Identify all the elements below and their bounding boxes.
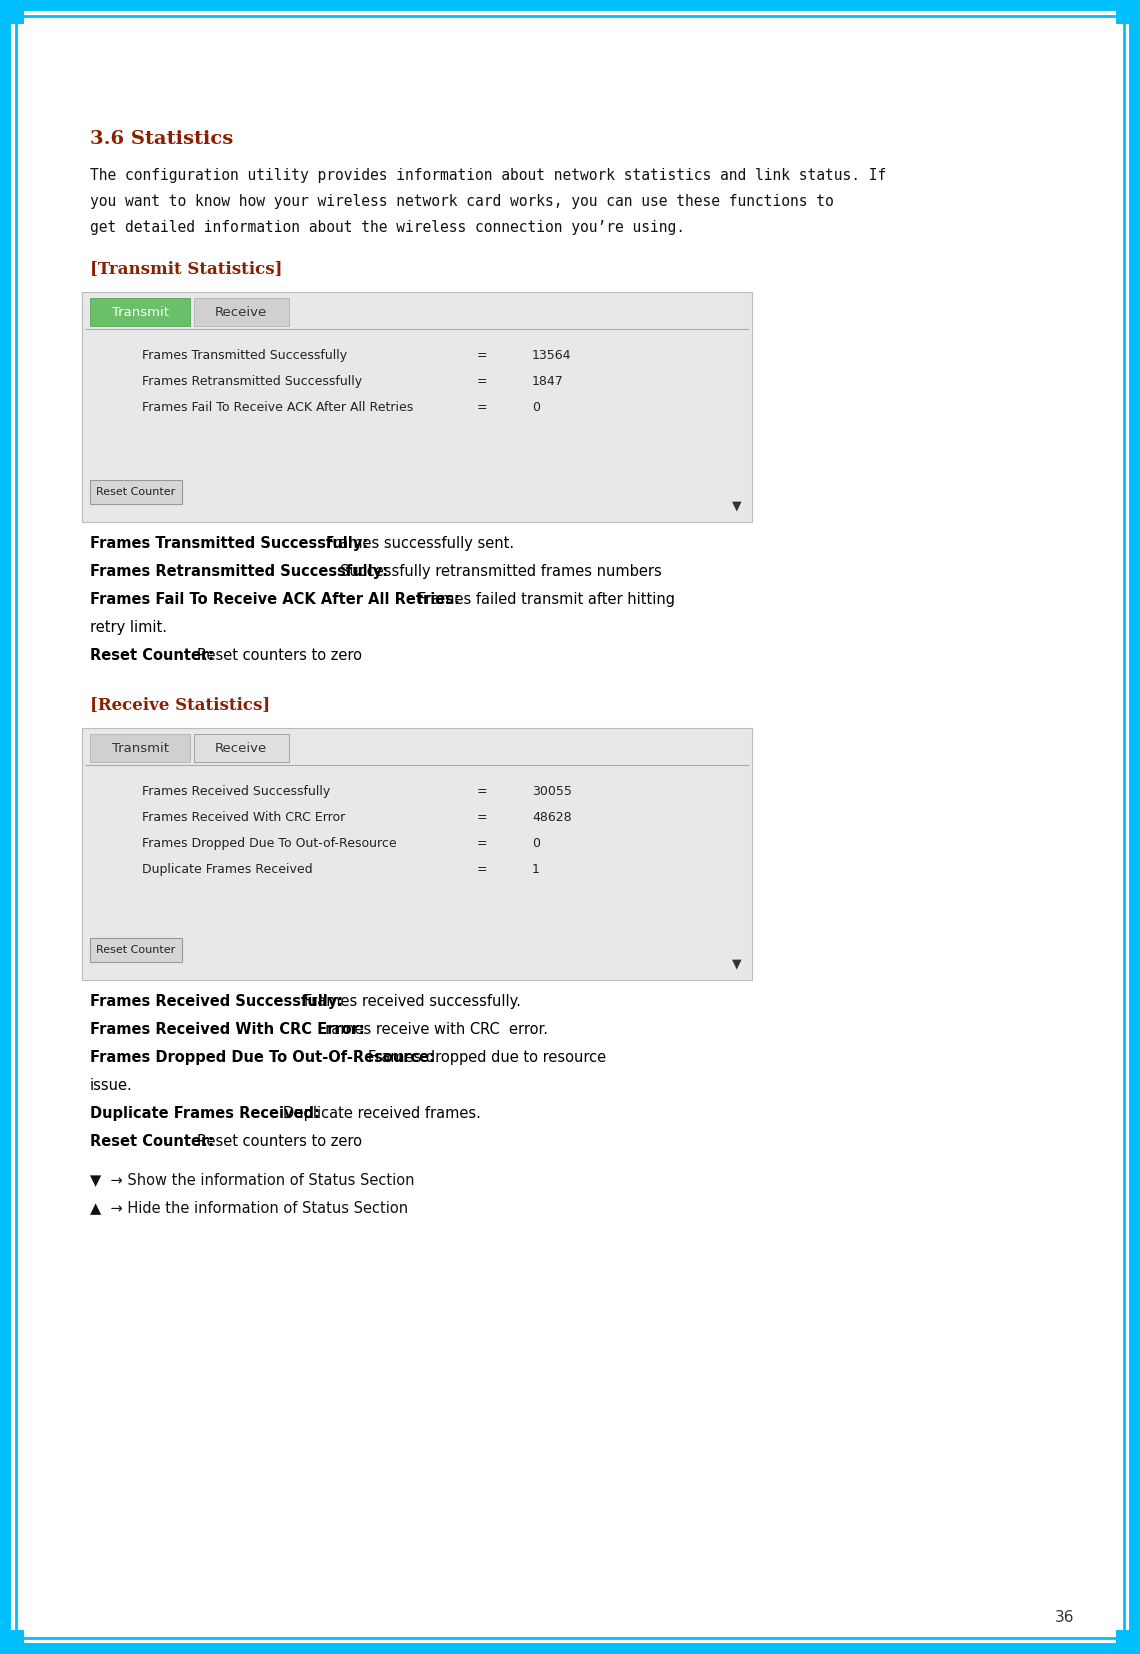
Bar	[90, 938, 182, 963]
Text: Frames Transmitted Successfully: Frames Transmitted Successfully	[142, 349, 347, 362]
Text: =: =	[477, 837, 487, 850]
Text: =: =	[477, 375, 487, 389]
Bar	[0, 0, 24, 25]
Text: Receive: Receive	[214, 741, 267, 754]
Text: Reset counters to zero: Reset counters to zero	[197, 1135, 363, 1150]
Text: Frames Dropped Due To Out-of-Resource: Frames Dropped Due To Out-of-Resource	[142, 837, 397, 850]
Text: Frames dropped due to resource: Frames dropped due to resource	[368, 1050, 606, 1065]
Text: Frames failed transmit after hitting: Frames failed transmit after hitting	[418, 592, 675, 607]
Text: Frames Retransmitted Successfully: Frames Retransmitted Successfully	[142, 375, 363, 389]
Text: Frames Transmitted Successfully:: Frames Transmitted Successfully:	[90, 536, 373, 551]
Bar	[82, 728, 752, 981]
Text: 1847: 1847	[532, 375, 564, 389]
Text: Duplicate Frames Received:: Duplicate Frames Received:	[90, 1107, 325, 1121]
Text: Reset Counter:: Reset Counter:	[90, 648, 219, 663]
Text: Transmit: Transmit	[112, 306, 169, 319]
Text: Frames Received Successfully: Frames Received Successfully	[142, 786, 331, 797]
Text: 0: 0	[532, 400, 540, 414]
Text: [Receive Statistics]: [Receive Statistics]	[90, 696, 270, 713]
Text: get detailed information about the wireless connection you’re using.: get detailed information about the wirel…	[90, 220, 685, 235]
Text: Receive: Receive	[214, 306, 267, 319]
Text: =: =	[477, 863, 487, 877]
Bar	[194, 298, 290, 326]
Text: retry limit.: retry limit.	[90, 620, 166, 635]
Text: Reset Counter: Reset Counter	[97, 486, 176, 496]
Text: Duplicate Frames Received: Duplicate Frames Received	[142, 863, 312, 877]
Bar	[90, 734, 190, 762]
Text: =: =	[477, 786, 487, 797]
Bar	[90, 480, 182, 504]
Bar	[194, 734, 290, 762]
Text: Frames Received With CRC Error: Frames Received With CRC Error	[142, 810, 345, 824]
Text: Reset Counter:: Reset Counter:	[90, 1135, 219, 1150]
Text: ▼: ▼	[732, 500, 742, 513]
Text: 13564: 13564	[532, 349, 571, 362]
Text: The configuration utility provides information about network statistics and link: The configuration utility provides infor…	[90, 169, 886, 184]
Text: [Transmit Statistics]: [Transmit Statistics]	[90, 260, 283, 276]
Text: Frames Dropped Due To Out-Of-Resource:: Frames Dropped Due To Out-Of-Resource:	[90, 1050, 440, 1065]
Text: issue.: issue.	[90, 1078, 132, 1093]
Text: Successfully retransmitted frames numbers: Successfully retransmitted frames number…	[340, 564, 661, 579]
Text: Frames Received Successfully:: Frames Received Successfully:	[90, 994, 348, 1009]
Text: Reset Counter: Reset Counter	[97, 944, 176, 954]
Text: 48628: 48628	[532, 810, 571, 824]
Text: Duplicate received frames.: Duplicate received frames.	[283, 1107, 481, 1121]
Text: Frames received successfully.: Frames received successfully.	[304, 994, 521, 1009]
Text: =: =	[477, 810, 487, 824]
Text: Frames Retransmitted Successfully:: Frames Retransmitted Successfully:	[90, 564, 393, 579]
Text: 1: 1	[532, 863, 540, 877]
Text: Frames receive with CRC  error.: Frames receive with CRC error.	[318, 1022, 548, 1037]
Text: 36: 36	[1056, 1609, 1075, 1624]
Text: you want to know how your wireless network card works, you can use these functio: you want to know how your wireless netwo…	[90, 194, 833, 208]
Text: 30055: 30055	[532, 786, 572, 797]
Text: ▲  → Hide the information of Status Section: ▲ → Hide the information of Status Secti…	[90, 1201, 408, 1216]
Bar	[1116, 0, 1140, 25]
Text: =: =	[477, 400, 487, 414]
Text: =: =	[477, 349, 487, 362]
Text: Frames Received With CRC Error:: Frames Received With CRC Error:	[90, 1022, 369, 1037]
Text: Transmit: Transmit	[112, 741, 169, 754]
Text: Frames Fail To Receive ACK After All Retries: Frames Fail To Receive ACK After All Ret…	[142, 400, 413, 414]
Text: Frames successfully sent.: Frames successfully sent.	[326, 536, 514, 551]
Text: ▼: ▼	[732, 958, 742, 969]
Text: Reset counters to zero: Reset counters to zero	[197, 648, 363, 663]
Text: ▼  → Show the information of Status Section: ▼ → Show the information of Status Secti…	[90, 1173, 415, 1188]
Bar	[0, 1629, 24, 1654]
Bar	[90, 298, 190, 326]
Bar	[82, 293, 752, 523]
Text: 3.6 Statistics: 3.6 Statistics	[90, 131, 234, 147]
Text: Frames Fail To Receive ACK After All Retries:: Frames Fail To Receive ACK After All Ret…	[90, 592, 465, 607]
Text: 0: 0	[532, 837, 540, 850]
Bar	[1116, 1629, 1140, 1654]
